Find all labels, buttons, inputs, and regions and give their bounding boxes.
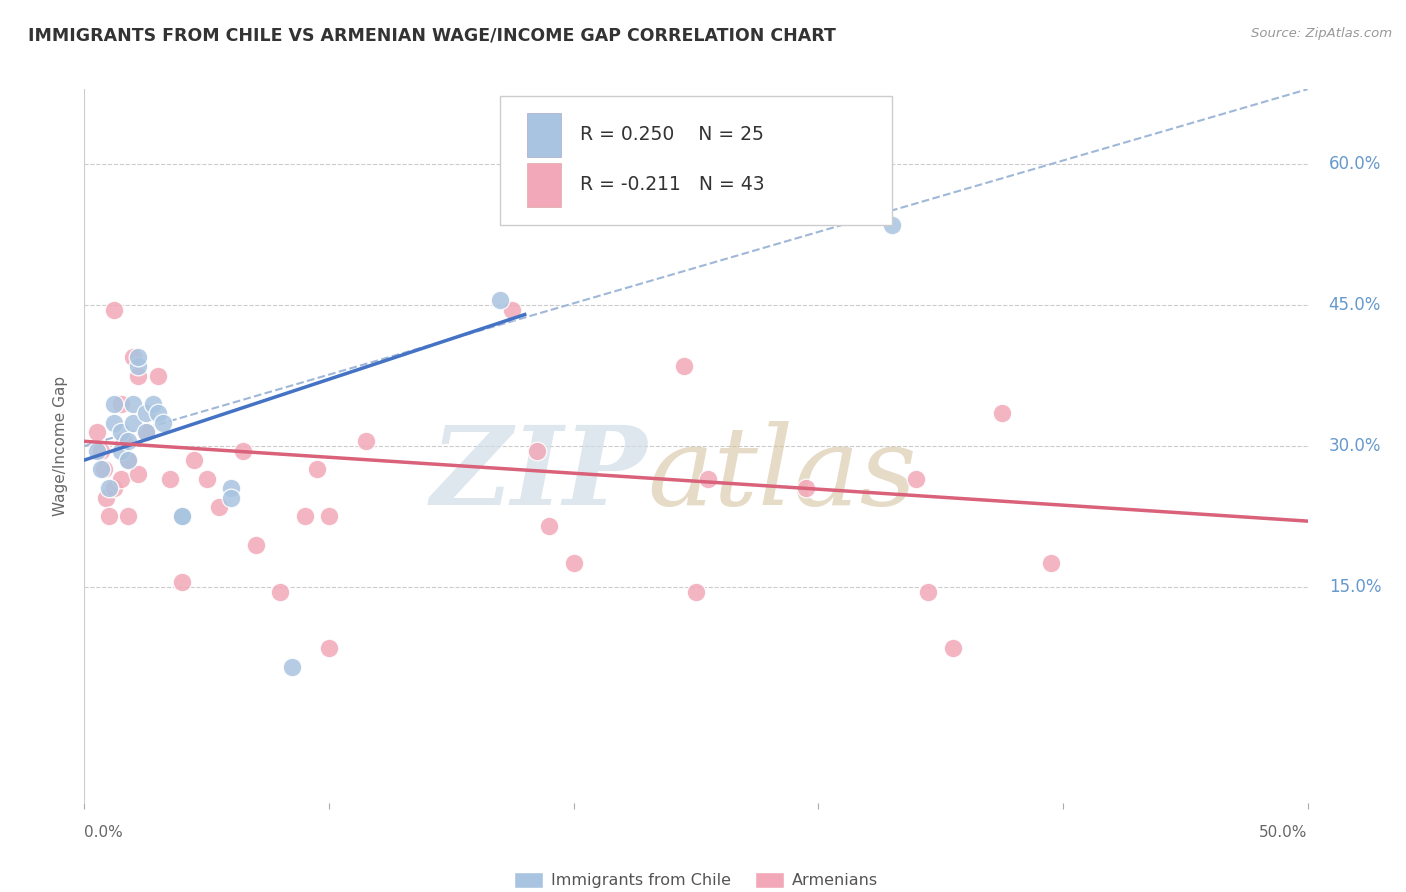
Point [219, 491, 242, 505]
Text: 45.0%: 45.0% [1329, 296, 1381, 314]
Point [90, 443, 112, 458]
Point [318, 509, 340, 524]
Point [562, 557, 585, 571]
Point [917, 584, 939, 599]
Point [86, 443, 108, 458]
Point [135, 425, 157, 439]
Point [110, 397, 132, 411]
Point [294, 509, 316, 524]
Point [110, 425, 132, 439]
Text: 50.0%: 50.0% [1260, 825, 1308, 840]
Point [990, 406, 1012, 420]
Text: Source: ZipAtlas.com: Source: ZipAtlas.com [1251, 27, 1392, 40]
Point [135, 425, 157, 439]
Point [794, 481, 817, 495]
Point [208, 500, 231, 514]
Point [103, 397, 125, 411]
Point [103, 416, 125, 430]
Point [96, 491, 118, 505]
Point [942, 640, 965, 655]
Point [127, 467, 149, 482]
Point [318, 640, 340, 655]
Point [122, 416, 145, 430]
Point [112, 434, 135, 449]
Text: ZIP: ZIP [430, 421, 647, 528]
Point [501, 302, 523, 317]
Point [245, 538, 267, 552]
Point [117, 434, 139, 449]
Point [97, 509, 120, 524]
Y-axis label: Wage/Income Gap: Wage/Income Gap [53, 376, 69, 516]
Point [110, 443, 132, 458]
Point [232, 443, 254, 458]
Text: 15.0%: 15.0% [1329, 578, 1381, 596]
Text: 60.0%: 60.0% [1329, 155, 1381, 173]
Point [97, 481, 120, 495]
Point [93, 462, 115, 476]
Text: R = -0.211   N = 43: R = -0.211 N = 43 [579, 176, 765, 194]
Point [90, 462, 112, 476]
Bar [527, 162, 561, 207]
Point [152, 416, 174, 430]
Point [122, 350, 145, 364]
Legend: Immigrants from Chile, Armenians: Immigrants from Chile, Armenians [508, 865, 884, 892]
Point [195, 472, 218, 486]
Point [127, 368, 149, 383]
Point [172, 575, 194, 590]
Point [117, 509, 139, 524]
Point [103, 302, 125, 317]
Text: 30.0%: 30.0% [1329, 437, 1381, 455]
Point [172, 509, 194, 524]
Point [127, 350, 149, 364]
Point [122, 397, 145, 411]
Point [172, 509, 194, 524]
Point [219, 481, 242, 495]
Point [697, 472, 720, 486]
Point [142, 397, 165, 411]
Text: IMMIGRANTS FROM CHILE VS ARMENIAN WAGE/INCOME GAP CORRELATION CHART: IMMIGRANTS FROM CHILE VS ARMENIAN WAGE/I… [28, 27, 837, 45]
Point [905, 472, 928, 486]
Point [354, 434, 377, 449]
Point [146, 368, 169, 383]
Text: R = 0.250    N = 25: R = 0.250 N = 25 [579, 126, 763, 145]
Point [281, 659, 304, 673]
Point [117, 453, 139, 467]
Point [146, 406, 169, 420]
Point [127, 359, 149, 374]
Point [305, 462, 328, 476]
Point [538, 518, 561, 533]
Point [159, 472, 181, 486]
Bar [527, 112, 561, 157]
Point [117, 453, 139, 467]
Point [526, 443, 548, 458]
Text: atlas: atlas [647, 421, 917, 528]
Point [269, 584, 291, 599]
FancyBboxPatch shape [501, 96, 891, 225]
Point [672, 359, 695, 374]
Point [1039, 557, 1062, 571]
Point [489, 293, 512, 308]
Point [135, 406, 157, 420]
Point [110, 472, 132, 486]
Text: 0.0%: 0.0% [84, 825, 124, 840]
Point [86, 425, 108, 439]
Point [103, 481, 125, 495]
Point [183, 453, 205, 467]
Point [685, 584, 707, 599]
Point [880, 219, 903, 233]
